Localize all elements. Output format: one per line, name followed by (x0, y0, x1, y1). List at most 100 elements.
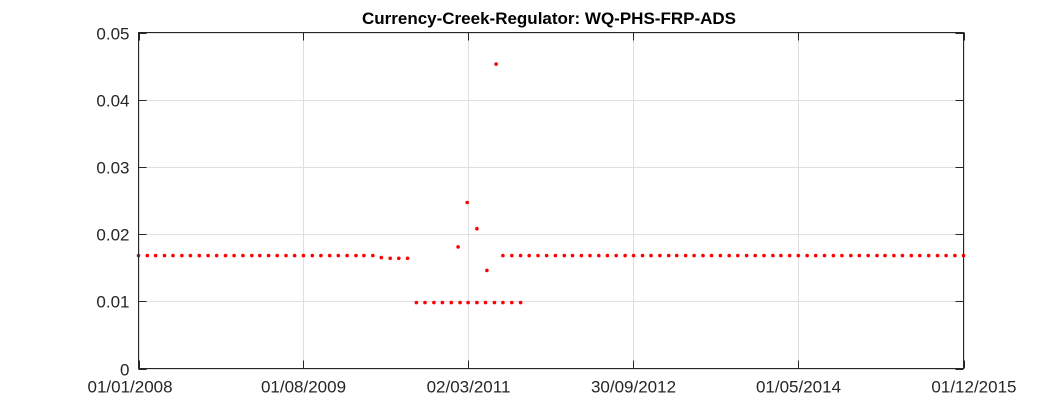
data-point (475, 226, 479, 231)
data-point (485, 268, 489, 273)
data-point (292, 253, 297, 258)
data-point (153, 253, 158, 258)
data-point (736, 253, 740, 258)
data-point (223, 253, 228, 258)
data-point (588, 253, 592, 258)
data-point (494, 62, 498, 66)
data-point (206, 253, 210, 258)
data-point (510, 300, 514, 305)
data-point (849, 253, 853, 258)
y-tick-label: 0.05 (96, 25, 129, 44)
data-point (440, 300, 445, 305)
data-point (371, 253, 375, 258)
data-point (145, 253, 150, 258)
data-point (518, 253, 523, 258)
data-point (875, 253, 879, 258)
x-tick-label: 01/05/2014 (756, 378, 841, 397)
x-tick-label: 02/03/2011 (427, 378, 511, 397)
data-point (605, 253, 610, 258)
y-tick-label: 0.02 (96, 226, 129, 245)
data-point (831, 253, 836, 258)
data-point (771, 253, 775, 258)
x-tick-label: 01/08/2009 (261, 378, 346, 397)
data-point (266, 253, 271, 258)
data-point (456, 245, 460, 249)
data-point (944, 253, 948, 258)
data-point (658, 253, 662, 258)
data-point (449, 300, 454, 305)
data-point (779, 253, 783, 258)
y-tick-label: 0.03 (96, 159, 129, 178)
data-point (918, 253, 922, 258)
data-point (553, 253, 558, 258)
data-point (727, 253, 731, 258)
data-point (692, 253, 696, 258)
x-tick-label: 30/09/2012 (591, 378, 676, 397)
data-point (796, 253, 801, 258)
data-point (250, 253, 254, 258)
data-point (718, 253, 723, 258)
plot-box (138, 32, 964, 369)
data-point (683, 253, 688, 258)
y-tick-label: 0.04 (96, 92, 129, 111)
data-point (544, 253, 549, 258)
data-point (241, 253, 245, 258)
data-point (301, 253, 306, 258)
y-tick-label: 0.01 (96, 293, 129, 312)
data-point (527, 253, 531, 258)
data-point (284, 253, 288, 258)
data-point (866, 253, 870, 258)
data-point (840, 253, 844, 258)
data-point (171, 253, 175, 258)
data-point (327, 253, 332, 258)
data-point (310, 253, 315, 258)
data-point (640, 253, 645, 258)
data-point (883, 253, 887, 258)
data-point (319, 253, 323, 258)
data-point (623, 253, 627, 258)
data-point (562, 253, 567, 258)
data-point (336, 253, 341, 258)
data-point (935, 253, 940, 258)
data-point (709, 253, 714, 258)
grid-lines (138, 32, 965, 370)
data-point (805, 253, 809, 258)
data-point (953, 253, 957, 258)
data-point (345, 253, 349, 258)
data-point (510, 253, 514, 258)
data-point (701, 253, 705, 258)
data-point (423, 300, 427, 305)
data-point (188, 253, 193, 258)
data-point (397, 256, 401, 261)
data-point (180, 253, 184, 258)
data-point (744, 253, 749, 258)
data-point (458, 300, 462, 305)
data-point (162, 253, 167, 258)
data-point (666, 253, 671, 258)
chart-title: Currency-Creek-Regulator: WQ-PHS-FRP-ADS (362, 9, 736, 28)
data-point (466, 300, 470, 305)
data-point (674, 253, 679, 258)
data-point (214, 253, 219, 258)
data-point (405, 256, 410, 261)
data-point (570, 253, 575, 258)
data-point (492, 300, 497, 305)
data-point (909, 253, 914, 258)
data-point (762, 253, 766, 258)
data-point (362, 253, 366, 258)
data-point (536, 253, 540, 258)
data-point (900, 253, 905, 258)
data-point (926, 253, 931, 258)
data-point (475, 300, 479, 305)
data-point (822, 253, 827, 258)
data-point (892, 253, 896, 258)
data-point (857, 253, 862, 258)
data-points (136, 62, 966, 305)
data-point (597, 253, 601, 258)
data-point (354, 253, 358, 258)
data-point (483, 300, 488, 305)
data-point (753, 253, 757, 258)
data-point (649, 253, 653, 258)
data-point (518, 300, 523, 305)
